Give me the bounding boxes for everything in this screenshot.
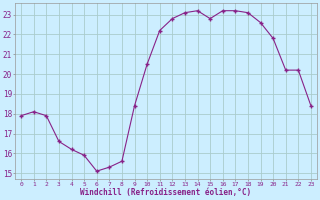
X-axis label: Windchill (Refroidissement éolien,°C): Windchill (Refroidissement éolien,°C) [80, 188, 252, 197]
